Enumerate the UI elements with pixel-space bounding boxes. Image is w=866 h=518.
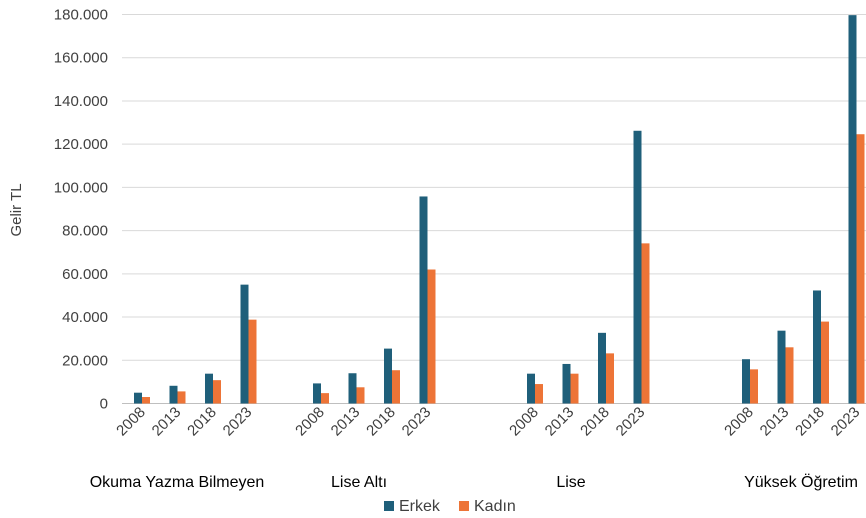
x-tick-year-label: 2018: [184, 404, 220, 440]
bar-kadin: [821, 321, 829, 404]
bar-kadin: [606, 353, 614, 404]
x-tick-year-label: 2013: [757, 404, 793, 440]
bar-erkek: [777, 330, 786, 404]
bar-erkek: [742, 359, 750, 404]
y-tick-label: 100.000: [54, 179, 108, 196]
y-tick-label: 160.000: [54, 50, 108, 67]
legend-swatch: [459, 501, 469, 511]
bar-erkek: [205, 373, 213, 404]
x-tick-year-label: 2013: [149, 404, 185, 440]
x-tick-year-label: 2018: [363, 404, 399, 440]
bar-kadin: [321, 393, 329, 404]
gridlines: [122, 14, 866, 404]
x-axis-year-labels: 2008 2013 2018 2023 2008 2013 2018 2023 2008 2013…: [113, 404, 863, 440]
x-tick-year-label: 2008: [506, 404, 542, 440]
y-tick-label: 40.000: [62, 309, 108, 326]
x-tick-year-label: 2023: [828, 404, 864, 440]
bar-erkek: [419, 196, 428, 404]
bar-kadin: [570, 373, 579, 404]
bar-erkek: [313, 383, 321, 404]
x-tick-year-label: 2008: [113, 404, 149, 440]
bar-erkek: [348, 373, 357, 404]
bar-kadin: [535, 384, 543, 404]
x-tick-year-label: 2008: [721, 404, 757, 440]
bar-erkek: [813, 290, 821, 404]
x-tick-year-label: 2013: [328, 404, 364, 440]
y-axis-ticks: 0 20.000 40.000 60.000 80.000 100.000 120.000 1…: [54, 7, 108, 413]
bar-kadin: [785, 347, 794, 404]
group-label: Yüksek Öğretim: [744, 473, 858, 491]
x-tick-year-label: 2023: [399, 404, 435, 440]
bar-kadin: [248, 319, 257, 404]
x-tick-year-label: 2013: [542, 404, 578, 440]
x-tick-year-label: 2023: [613, 404, 649, 440]
x-tick-year-label: 2008: [292, 404, 328, 440]
bar-kadin: [641, 243, 650, 404]
y-tick-label: 180.000: [54, 7, 108, 24]
bar-kadin: [356, 387, 365, 404]
legend-label: Erkek: [399, 498, 441, 515]
bars: [134, 15, 865, 404]
bar-kadin: [392, 370, 400, 404]
bar-erkek: [562, 363, 571, 404]
x-tick-year-label: 2018: [792, 404, 828, 440]
x-tick-year-label: 2018: [577, 404, 613, 440]
group-label: Lise Altı: [331, 474, 387, 491]
x-axis-group-labels: Okuma Yazma Bilmeyen Lise Altı Lise Yüksek …: [90, 473, 858, 491]
legend-swatch: [384, 501, 394, 511]
bar-erkek: [384, 348, 392, 404]
bar-erkek: [848, 15, 857, 404]
y-tick-label: 0: [100, 396, 108, 413]
group-label: Lise: [556, 474, 585, 491]
y-tick-label: 140.000: [54, 93, 108, 110]
bar-kadin: [142, 397, 150, 404]
group-label: Okuma Yazma Bilmeyen: [90, 474, 265, 491]
bar-erkek: [240, 284, 249, 404]
legend: Erkek Kadın: [384, 498, 516, 515]
bar-erkek: [134, 392, 142, 404]
bar-erkek: [527, 373, 535, 404]
x-tick-year-label: 2023: [220, 404, 256, 440]
bar-kadin: [213, 380, 221, 404]
y-tick-label: 20.000: [62, 352, 108, 369]
y-tick-label: 80.000: [62, 223, 108, 240]
bar-erkek: [169, 385, 178, 404]
y-tick-label: 120.000: [54, 136, 108, 153]
bar-kadin: [177, 391, 186, 404]
legend-label: Kadın: [474, 498, 516, 515]
bar-kadin: [856, 134, 865, 404]
bar-kadin: [750, 369, 758, 404]
bar-kadin: [427, 269, 436, 404]
y-tick-label: 60.000: [62, 266, 108, 283]
y-axis-label: Gelir TL: [8, 183, 25, 236]
bar-erkek: [633, 130, 642, 404]
bar-erkek: [598, 332, 606, 404]
